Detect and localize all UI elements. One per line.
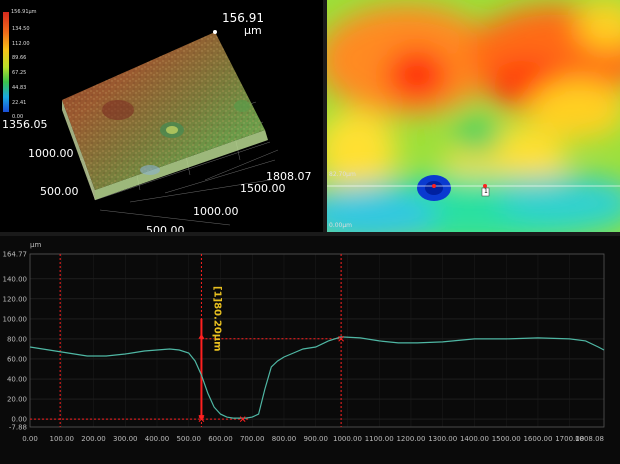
x-tick-label: 1808.08 xyxy=(575,435,604,443)
panel-divider-horizontal[interactable] xyxy=(0,232,620,236)
profile-series-line xyxy=(29,336,605,419)
y-tick-label: 164.77 xyxy=(3,251,28,259)
x-axis-tick-1500: 1500.00 xyxy=(240,182,286,195)
x-axis-tick-500: 500.00 xyxy=(146,224,185,232)
data-marker xyxy=(239,416,246,422)
x-axis-tick-1000: 1000.00 xyxy=(193,205,239,218)
y-tick-label: 20.00 xyxy=(7,396,27,404)
y-tick-label: 0.00 xyxy=(11,416,27,424)
heatmap-label-bottom: 0.00µm xyxy=(329,222,353,229)
heatmap-label-top: 82.70µm xyxy=(329,171,356,178)
y-axis-tick-1000: 1000.00 xyxy=(28,147,74,160)
chart-gridlines xyxy=(30,253,604,428)
colorbar-tick-label: 134.50 xyxy=(12,26,30,32)
x-tick-label: 800.00 xyxy=(272,435,297,443)
y-tick-label: 120.00 xyxy=(3,295,28,303)
z-axis-unit: µm xyxy=(244,24,262,37)
chart-markers xyxy=(198,335,344,422)
marker-index: 1 xyxy=(484,188,488,195)
x-axis-max-label: 1808.07 xyxy=(266,170,312,183)
x-tick-label: 1000.00 xyxy=(333,435,362,443)
z-axis-label: 156.91 xyxy=(222,11,264,25)
measurement-overlay xyxy=(30,318,342,421)
plot-area[interactable] xyxy=(29,253,605,428)
x-tick-label: 900.00 xyxy=(303,435,328,443)
colorbar-tick-label: 67.25 xyxy=(12,70,27,77)
y-axis-ticks: 164.77 140.00 120.00 100.00 80.00 60.00 40.00 2… xyxy=(3,251,28,432)
3d-surface-view[interactable] xyxy=(0,0,323,232)
y-tick-label: 40.00 xyxy=(7,376,27,384)
colorbar-max-label: 156.91µm xyxy=(11,9,37,15)
y-tick-label: 80.00 xyxy=(7,335,27,343)
x-tick-label: 200.00 xyxy=(81,435,106,443)
x-tick-label: 0.00 xyxy=(22,435,38,443)
data-marker xyxy=(338,335,344,342)
y-tick-label: -7.88 xyxy=(9,424,27,432)
panel-divider-vertical[interactable] xyxy=(323,0,327,232)
colorbar xyxy=(3,12,9,112)
colorbar-tick-label: 89.66 xyxy=(12,55,27,62)
colorbar-tick-label: 0.00 xyxy=(12,114,24,121)
x-tick-label: 1200.00 xyxy=(396,435,425,443)
measurement-arrow-bottom xyxy=(198,415,205,421)
x-tick-label: 1600.00 xyxy=(523,435,552,443)
data-marker xyxy=(198,416,205,422)
x-tick-label: 1300.00 xyxy=(428,435,457,443)
colorbar-tick-label: 22.41 xyxy=(12,99,27,106)
x-tick-label: 700.00 xyxy=(240,435,265,443)
x-tick-label: 600.00 xyxy=(208,435,233,443)
measurement-arrow-top xyxy=(198,333,205,339)
y-tick-label: 100.00 xyxy=(3,315,28,323)
3d-view-panel[interactable]: 156.91µm 134.50 112.00 89.66 67.25 44.83 22.4… xyxy=(0,0,323,232)
measurement-marker[interactable] xyxy=(481,187,490,197)
x-tick-label: 1100.00 xyxy=(365,435,394,443)
heatmap-panel[interactable]: 1 82.70µm 0.00µm xyxy=(327,0,620,232)
measurement-label: [1]80.20µm xyxy=(211,286,222,352)
height-heatmap[interactable] xyxy=(327,0,620,232)
x-tick-label: 500.00 xyxy=(176,435,201,443)
x-tick-label: 100.00 xyxy=(49,435,74,443)
colorbar-tick-label: 112.00 xyxy=(12,40,30,47)
profile-chart[interactable]: 164.77 140.00 120.00 100.00 80.00 60.00 40.00 2… xyxy=(0,236,620,464)
x-tick-label: 1500.00 xyxy=(492,435,521,443)
y-axis-tick-500: 500.00 xyxy=(40,185,79,198)
y-tick-label: 60.00 xyxy=(7,355,27,363)
x-axis-ticks: 0.00 100.00 200.00 300.00 400.00 500.00 600.00… xyxy=(22,435,604,443)
x-tick-label: 1400.00 xyxy=(460,435,489,443)
y-axis-unit: µm xyxy=(30,241,41,249)
x-tick-label: 1700.00 xyxy=(555,435,584,443)
x-tick-label: 300.00 xyxy=(113,435,138,443)
profile-chart-panel[interactable]: 164.77 140.00 120.00 100.00 80.00 60.00 40.00 2… xyxy=(0,236,620,464)
colorbar-tick-label: 44.83 xyxy=(12,84,27,91)
y-tick-label: 140.00 xyxy=(3,275,28,283)
x-tick-label: 400.00 xyxy=(145,435,170,443)
y-axis-max-label: 1356.05 xyxy=(2,118,48,131)
